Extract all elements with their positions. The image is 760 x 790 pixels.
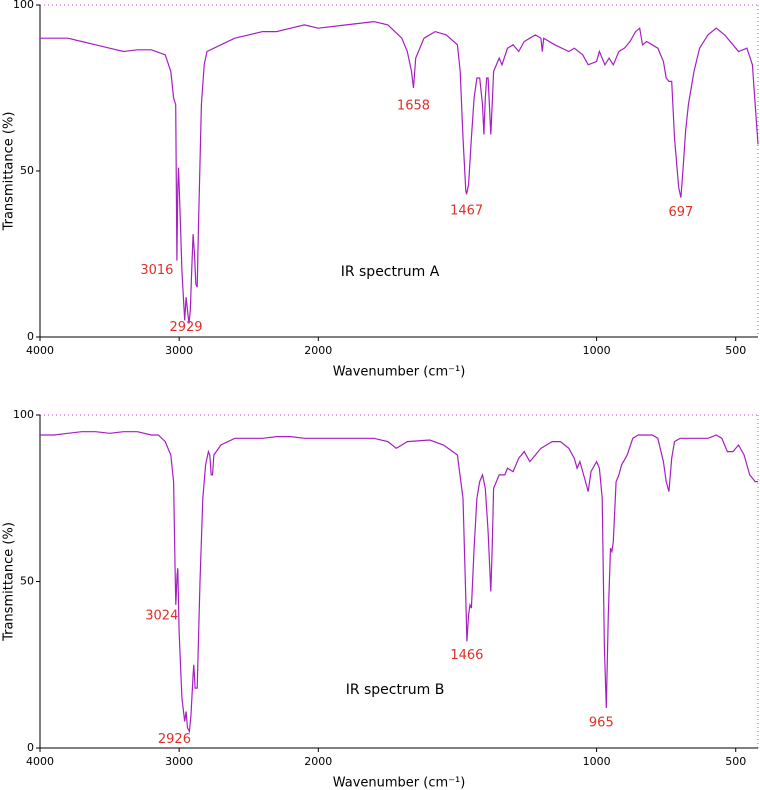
peak-label: 1467 <box>450 204 483 219</box>
y-tick-label: 100 <box>13 408 34 421</box>
x-tick-label: 2000 <box>304 344 332 357</box>
peak-label: 2926 <box>158 732 191 747</box>
peak-label: 1466 <box>450 648 483 663</box>
peak-label: 697 <box>668 205 693 220</box>
y-axis-label: Transmittance (%) <box>2 112 17 232</box>
peak-label: 965 <box>589 716 614 731</box>
x-tick-label: 4000 <box>26 344 54 357</box>
x-tick-label: 1000 <box>583 344 611 357</box>
chart: 0 50 100 4000 3000 2000 1000 500 Wavenumber (cm⁻… <box>2 0 759 380</box>
peak-label: 1658 <box>397 99 430 114</box>
spectrum-label: IR spectrum B <box>346 682 445 698</box>
y-tick-label: 100 <box>13 0 34 11</box>
x-tick-label: 500 <box>725 755 746 768</box>
y-tick-label: 0 <box>27 741 34 754</box>
spectrum-line <box>40 20 759 324</box>
peak-label: 3016 <box>140 263 173 278</box>
y-axis-label: Transmittance (%) <box>2 522 17 642</box>
spectrum-label: IR spectrum A <box>341 264 440 280</box>
x-tick-label: 3000 <box>165 344 193 357</box>
y-tick-label: 50 <box>20 164 34 177</box>
peak-label: 2929 <box>169 320 202 335</box>
x-tick-label: 4000 <box>26 755 54 768</box>
x-tick-label: 1000 <box>583 755 611 768</box>
peak-label: 3024 <box>145 608 178 623</box>
x-axis-label: Wavenumber (cm⁻¹) <box>333 776 466 790</box>
x-axis-label: Wavenumber (cm⁻¹) <box>333 365 466 380</box>
x-tick-label: 3000 <box>165 755 193 768</box>
y-tick-label: 0 <box>27 330 34 343</box>
spectrum-line <box>40 431 758 734</box>
x-tick-label: 500 <box>725 344 746 357</box>
y-tick-label: 50 <box>20 575 34 588</box>
x-tick-label: 2000 <box>304 755 332 768</box>
chart: 0 50 100 4000 3000 2000 1000 500 Wavenumber (cm⁻… <box>2 408 759 790</box>
